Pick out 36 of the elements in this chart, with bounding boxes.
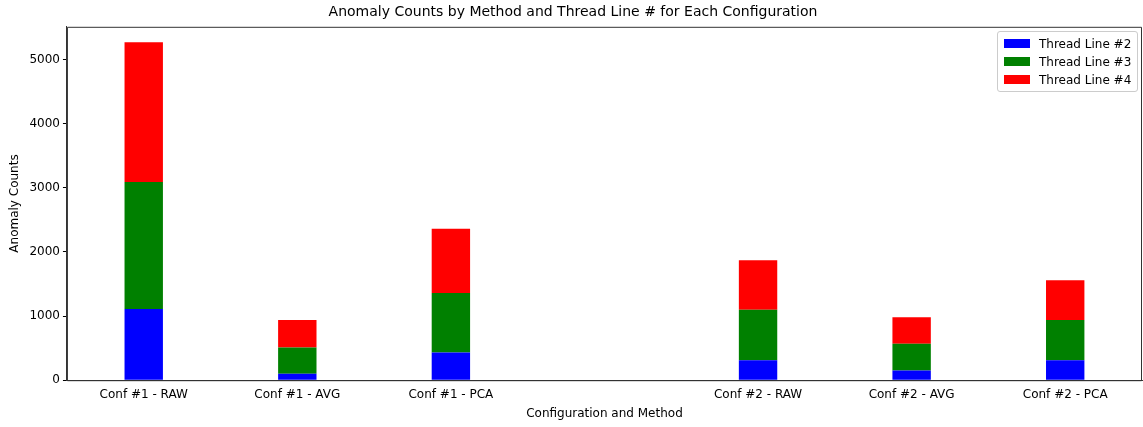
y-axis-title: Anomaly Counts <box>7 154 22 253</box>
bar <box>738 360 778 380</box>
x-tick-label: Conf #1 - RAW <box>99 386 188 401</box>
bar <box>1046 280 1085 320</box>
bar <box>892 343 931 371</box>
y-tick-label: 4000 <box>29 115 60 130</box>
bar <box>892 370 931 380</box>
x-tick-label: Conf #1 - PCA <box>408 386 495 401</box>
x-tick-label: Conf #2 - AVG <box>868 386 955 401</box>
x-tick-label: Conf #2 - RAW <box>713 386 803 401</box>
bar <box>1046 360 1085 380</box>
bar <box>124 42 163 183</box>
bar <box>278 373 317 380</box>
bar <box>738 309 778 361</box>
x-tick-label: Conf #1 - AVG <box>254 386 341 401</box>
bar <box>278 347 317 374</box>
bar <box>431 352 471 380</box>
y-tick-label: 1000 <box>29 308 60 323</box>
bar <box>738 260 778 310</box>
y-tick-label: 3000 <box>29 179 60 194</box>
y-tick-label: 5000 <box>29 51 60 66</box>
bar <box>124 309 163 380</box>
bar <box>892 317 931 344</box>
x-axis-title: Configuration and Method <box>526 405 683 420</box>
x-tick-label: Conf #2 - PCA <box>1022 386 1109 401</box>
y-tick-label: 2000 <box>29 244 60 259</box>
chart-title: Anomaly Counts by Method and Thread Line # for Each Configuration <box>328 3 818 20</box>
bar <box>278 319 317 348</box>
y-tick-label: 0 <box>52 372 60 387</box>
bar <box>431 228 471 293</box>
legend-label: Thread Line #4 <box>1039 72 1132 87</box>
legend-label: Thread Line #3 <box>1039 54 1132 69</box>
bar <box>431 292 471 353</box>
legend-label: Thread Line #2 <box>1039 36 1132 51</box>
bar <box>124 182 163 310</box>
bar <box>1046 319 1085 361</box>
